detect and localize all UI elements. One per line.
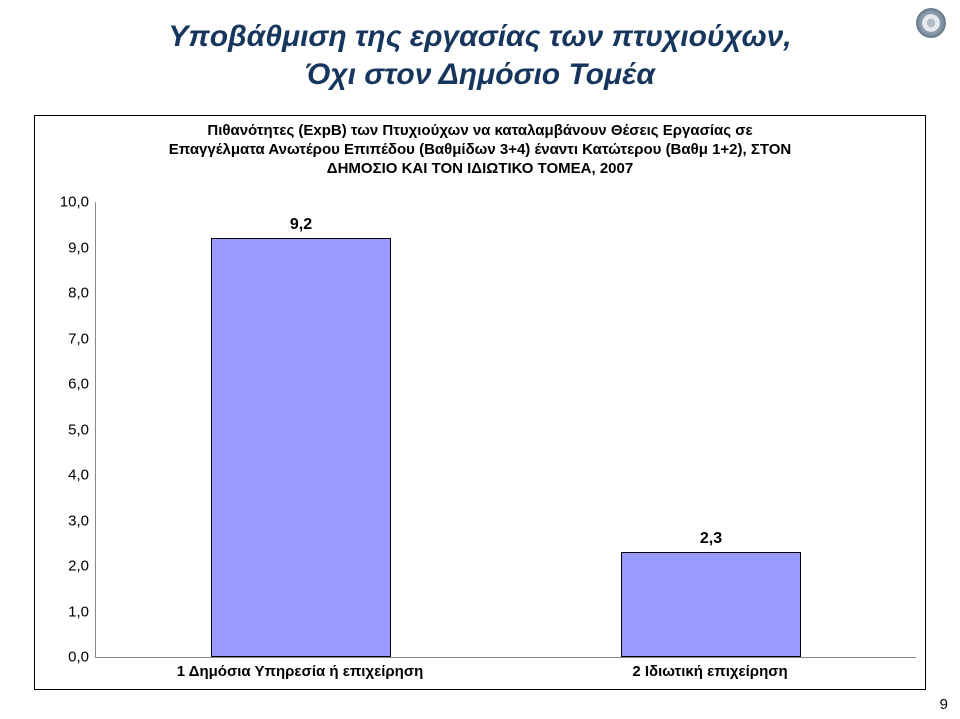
- y-tick-label: 4,0: [68, 467, 89, 484]
- y-tick-label: 6,0: [68, 376, 89, 393]
- y-tick-label: 7,0: [68, 330, 89, 347]
- y-tick-label: 9,0: [68, 239, 89, 256]
- y-tick-label: 8,0: [68, 285, 89, 302]
- bar-value-label: 9,2: [211, 216, 391, 234]
- bar: [621, 552, 801, 657]
- subtitle-line-2: Επαγγέλματα Ανωτέρου Επιπέδου (Βαθμίδων …: [169, 141, 792, 158]
- bar: [211, 238, 391, 657]
- y-axis: 0,01,02,03,04,05,06,07,08,09,010,0: [35, 202, 95, 657]
- x-tick-label: 1 Δημόσια Υπηρεσία ή επιχείρηση: [95, 663, 505, 680]
- y-tick-label: 2,0: [68, 558, 89, 575]
- y-tick-label: 0,0: [68, 649, 89, 666]
- x-tick-label: 2 Ιδιωτική επιχείρηση: [505, 663, 915, 680]
- y-tick-label: 5,0: [68, 421, 89, 438]
- page-number: 9: [940, 696, 948, 713]
- plot-area: 9,2 2,3: [95, 202, 916, 658]
- title-line-1: Υποβάθμιση της εργασίας των πτυχιούχων,: [0, 18, 960, 56]
- y-tick-label: 3,0: [68, 512, 89, 529]
- title-line-2: Όχι στον Δημόσιο Τομέα: [0, 56, 960, 94]
- subtitle-line-3: ΔΗΜΟΣΙΟ ΚΑΙ ΤΟΝ ΙΔΙΩΤΙΚΟ ΤΟΜΕΑ, 2007: [327, 160, 633, 177]
- bar-value-label: 2,3: [621, 530, 801, 548]
- plot-area-wrap: 0,01,02,03,04,05,06,07,08,09,010,09,22,3…: [35, 202, 925, 689]
- y-tick-label: 10,0: [60, 194, 89, 211]
- slide-title: Υποβάθμιση της εργασίας των πτυχιούχων, …: [0, 18, 960, 93]
- chart-subtitle: Πιθανότητες (ExpB) των Πτυχιούχων να κατ…: [35, 116, 925, 180]
- chart-frame: Πιθανότητες (ExpB) των Πτυχιούχων να κατ…: [34, 115, 926, 690]
- subtitle-line-1: Πιθανότητες (ExpB) των Πτυχιούχων να κατ…: [207, 122, 752, 139]
- y-tick-label: 1,0: [68, 603, 89, 620]
- page-root: Υποβάθμιση της εργασίας των πτυχιούχων, …: [0, 0, 960, 719]
